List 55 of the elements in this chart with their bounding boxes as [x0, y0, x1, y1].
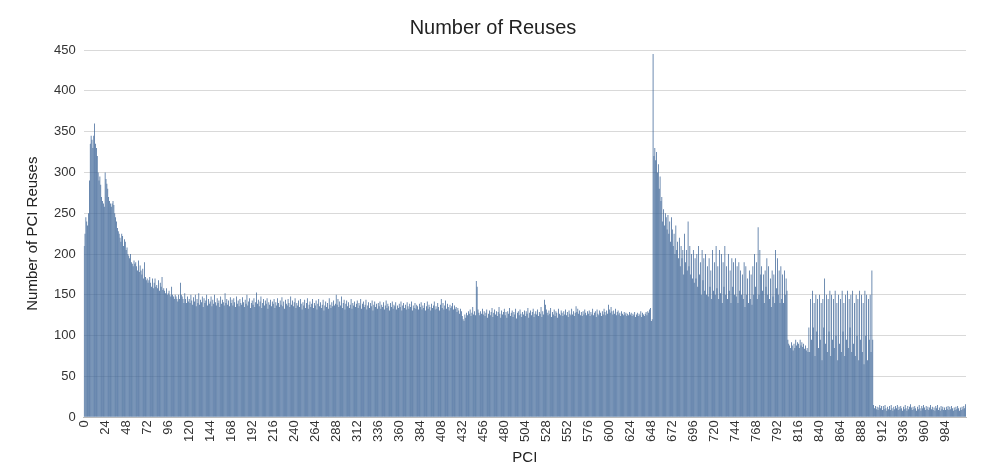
x-tick-label: 216: [264, 420, 280, 443]
x-tick-label: 360: [390, 420, 406, 443]
x-tick-label: 24: [96, 420, 112, 435]
x-tick-label: 120: [180, 420, 196, 443]
x-tick-label: 840: [810, 420, 826, 443]
y-tick-label: 150: [53, 286, 76, 302]
x-tick-label: 672: [663, 420, 679, 443]
x-tick-label: 600: [600, 420, 616, 443]
y-tick-label: 100: [53, 327, 76, 343]
x-tick-label: 984: [937, 420, 953, 443]
x-tick-label: 888: [852, 420, 868, 443]
x-tick-label: 936: [894, 420, 910, 443]
x-tick-label: 192: [243, 420, 259, 443]
x-tick-label: 624: [621, 420, 637, 443]
x-tick-label: 336: [369, 420, 385, 443]
x-tick-label: 96: [159, 420, 175, 435]
x-tick-label: 768: [747, 420, 763, 443]
y-tick-label: 0: [68, 408, 76, 424]
x-tick-label: 288: [327, 420, 343, 443]
x-tick-label: 528: [537, 420, 553, 443]
x-tick-label: 960: [916, 420, 931, 443]
x-tick-label: 384: [411, 420, 427, 443]
x-tick-label: 0: [75, 420, 91, 428]
x-tick-label: 264: [306, 420, 322, 443]
x-tick-label: 912: [873, 420, 889, 443]
y-tick-label: 300: [53, 164, 76, 180]
x-tick-label: 72: [138, 420, 154, 435]
x-tick-label: 720: [705, 420, 721, 443]
x-tick-label: 456: [474, 420, 490, 443]
x-tick-label: 816: [789, 420, 805, 443]
y-axis-title: Number of PCI Reuses: [23, 156, 41, 311]
x-tick-label: 48: [117, 420, 133, 435]
x-tick-label: 864: [831, 420, 847, 443]
x-tick-label: 576: [579, 420, 595, 443]
y-tick-label: 50: [61, 368, 76, 384]
y-tick-label: 400: [53, 82, 76, 98]
y-tick-label: 250: [53, 204, 76, 220]
x-axis-title: PCI: [512, 448, 538, 466]
x-tick-label: 504: [516, 420, 532, 443]
x-tick-label: 408: [432, 420, 448, 443]
y-tick-label: 450: [53, 41, 76, 57]
x-tick-label: 240: [285, 420, 301, 443]
x-tick-label: 312: [348, 420, 364, 443]
x-tick-label: 744: [726, 420, 742, 443]
x-tick-label: 480: [495, 420, 511, 443]
x-tick-label: 432: [453, 420, 469, 443]
y-tick-label: 200: [53, 245, 76, 261]
chart-title: Number of Reuses: [409, 15, 577, 38]
x-tick-label: 144: [201, 420, 217, 443]
x-tick-label: 552: [558, 420, 574, 443]
y-tick-label: 350: [53, 123, 76, 139]
x-tick-label: 648: [642, 420, 658, 443]
x-tick-label: 696: [684, 420, 700, 443]
x-tick-label: 168: [222, 420, 238, 443]
x-tick-label: 792: [768, 420, 784, 443]
